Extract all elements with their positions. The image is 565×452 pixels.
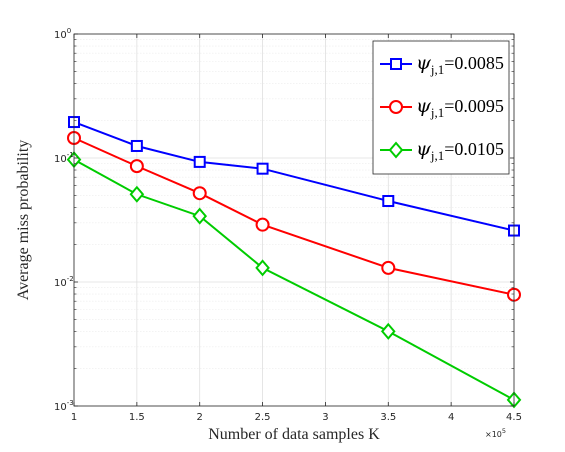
y-axis-label: Average miss probability [15, 140, 32, 301]
legend-entry: ψj,1=0.0095 [380, 95, 504, 120]
x-axis-label: Number of data samples K [208, 426, 380, 443]
x-tick-label: 4 [448, 412, 454, 423]
legend-label: ψj,1=0.0085 [416, 52, 504, 77]
legend: ψj,1=0.0085 ψj,1=0.0095 ψj,1=0.0105 [372, 40, 510, 175]
data-point [129, 185, 145, 203]
x-multiplier: ×105 [485, 427, 506, 439]
legend-entry: ψj,1=0.0085 [380, 52, 504, 77]
plot-frame [73, 33, 515, 407]
data-point [380, 322, 396, 340]
axis-ticks [73, 33, 515, 407]
data-point [255, 259, 270, 277]
y-tick-label: 100 [54, 27, 71, 41]
data-point [381, 260, 396, 275]
data-point [382, 195, 395, 208]
x-tick-label: 1.5 [129, 412, 145, 423]
legend-label: ψj,1=0.0095 [416, 95, 504, 120]
x-tick-label: 1 [71, 412, 77, 423]
x-tick-labels: 1 1.5 2 2.5 3 3.5 4 4.5 [71, 412, 522, 423]
series-line [73, 121, 515, 232]
data-point [129, 159, 144, 174]
data-point [192, 207, 208, 225]
legend-marker [390, 58, 402, 70]
legend-entry: ψj,1=0.0105 [380, 138, 504, 163]
legend-label: ψj,1=0.0105 [416, 138, 504, 163]
data-point [255, 217, 270, 232]
legend-marker [388, 141, 404, 159]
data-point [193, 155, 206, 168]
x-tick-label: 3 [322, 412, 328, 423]
series-2 [67, 130, 521, 302]
data-point [130, 139, 143, 152]
series-line [73, 158, 515, 401]
x-tick-label: 4.5 [506, 412, 522, 423]
y-tick-label: 10-2 [54, 275, 74, 289]
y-tick-label: 10-3 [54, 399, 74, 413]
series-line [73, 137, 515, 296]
x-tick-label: 2.5 [255, 412, 271, 423]
x-tick-label: 2 [197, 412, 203, 423]
legend-marker [389, 100, 403, 114]
x-tick-label: 3.5 [380, 412, 396, 423]
data-point [192, 186, 207, 201]
data-point [256, 162, 269, 175]
